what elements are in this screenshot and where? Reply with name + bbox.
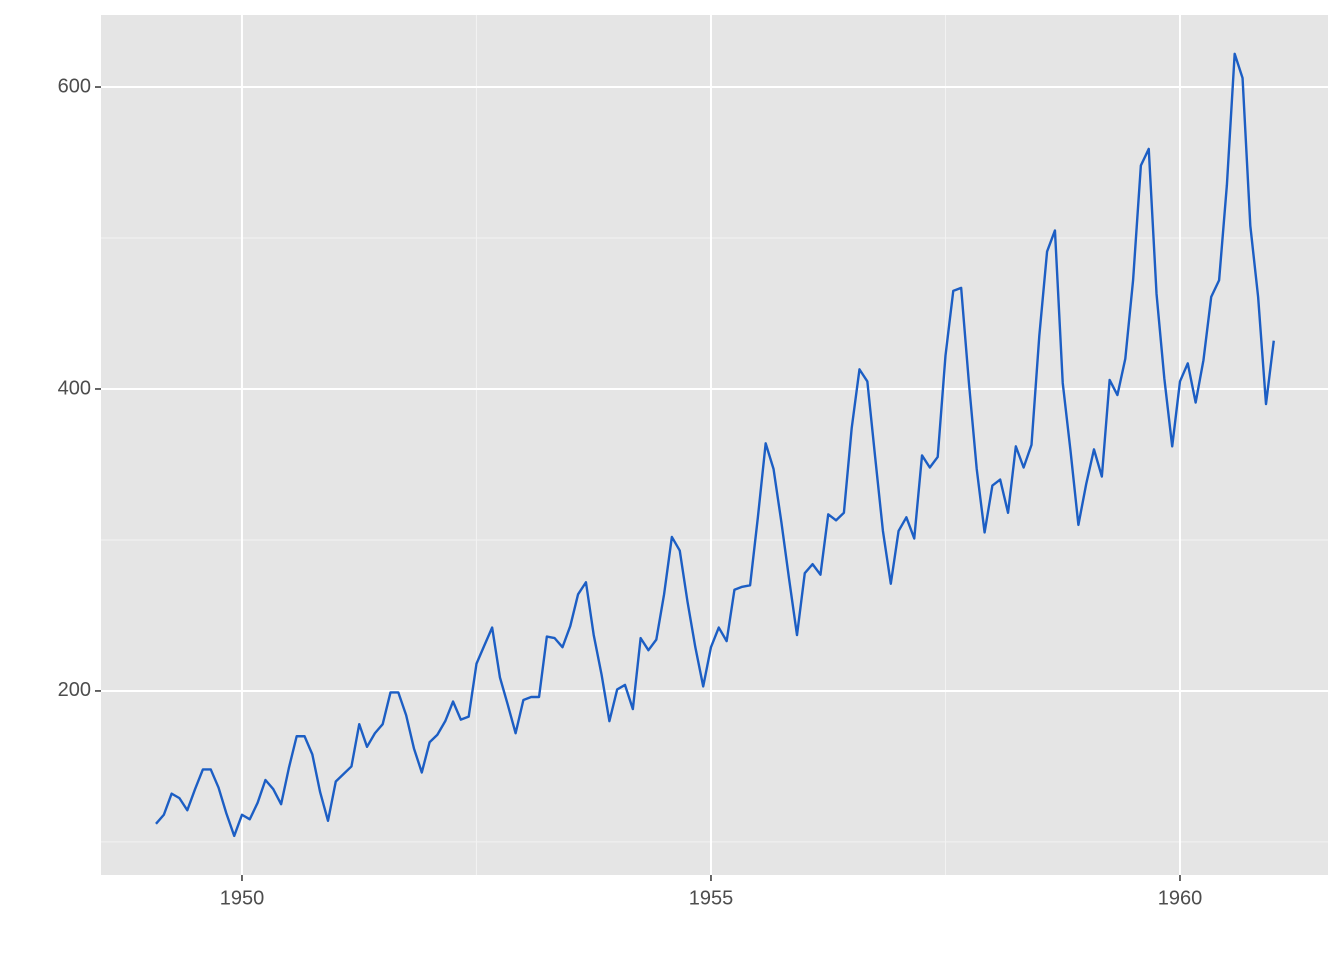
line [155,52,1275,838]
y-tick-label: 400 [58,377,91,399]
panel [101,15,1328,875]
x-tick-label: 1955 [689,887,734,909]
x-tick-label: 1950 [220,887,265,909]
x-tick-label: 1960 [1158,887,1203,909]
y-tick-label: 600 [58,75,91,97]
y-tick-label: 200 [58,679,91,701]
